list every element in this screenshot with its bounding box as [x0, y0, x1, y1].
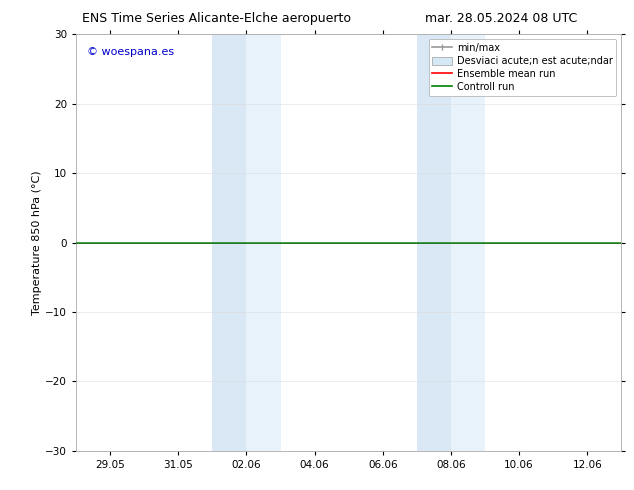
Text: ENS Time Series Alicante-Elche aeropuerto: ENS Time Series Alicante-Elche aeropuert…: [82, 12, 351, 25]
Text: © woespana.es: © woespana.es: [87, 47, 174, 57]
Bar: [417, 34, 451, 451]
Text: mar. 28.05.2024 08 UTC: mar. 28.05.2024 08 UTC: [425, 12, 577, 25]
Bar: [451, 34, 485, 451]
Bar: [247, 34, 280, 451]
Legend: min/max, Desviaci acute;n est acute;ndar, Ensemble mean run, Controll run: min/max, Desviaci acute;n est acute;ndar…: [429, 39, 616, 96]
Bar: [212, 34, 247, 451]
Y-axis label: Temperature 850 hPa (°C): Temperature 850 hPa (°C): [32, 170, 42, 315]
